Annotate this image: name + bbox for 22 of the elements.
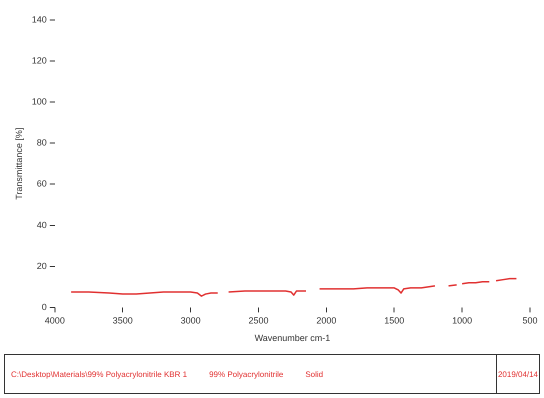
- y-tick-label: 0: [42, 302, 47, 312]
- y-axis-title: Transmittance [%]: [14, 128, 24, 200]
- text: Solid: [305, 370, 324, 378]
- x-tick-label: 4000: [44, 315, 65, 326]
- x-axis-title: Wavenumber cm-1: [254, 333, 330, 344]
- x-tick-label: 2000: [316, 315, 336, 326]
- y-tick-label: 40: [36, 220, 47, 230]
- y-tick-label: 140: [32, 14, 47, 24]
- text: 2019/04/14: [496, 355, 539, 393]
- x-tick-label: 1500: [384, 315, 404, 326]
- y-tick-label: 80: [36, 138, 47, 148]
- x-tick-label: 3500: [112, 315, 133, 326]
- x-tick-label: 3000: [180, 315, 201, 326]
- y-tick-label: 100: [32, 96, 47, 107]
- y-tick-label: 60: [36, 178, 47, 189]
- text: C:\Desktop\Materials\99% Polyacrylonitrile KBR 1: [11, 370, 188, 378]
- text: 99% Polyacrylonitrile: [209, 370, 284, 378]
- y-tick-label: 120: [32, 56, 47, 66]
- x-tick-label: 500: [522, 315, 538, 326]
- x-tick-label: 1000: [452, 315, 472, 326]
- y-tick-label: 20: [36, 260, 47, 271]
- x-tick-label: 2500: [248, 315, 268, 326]
